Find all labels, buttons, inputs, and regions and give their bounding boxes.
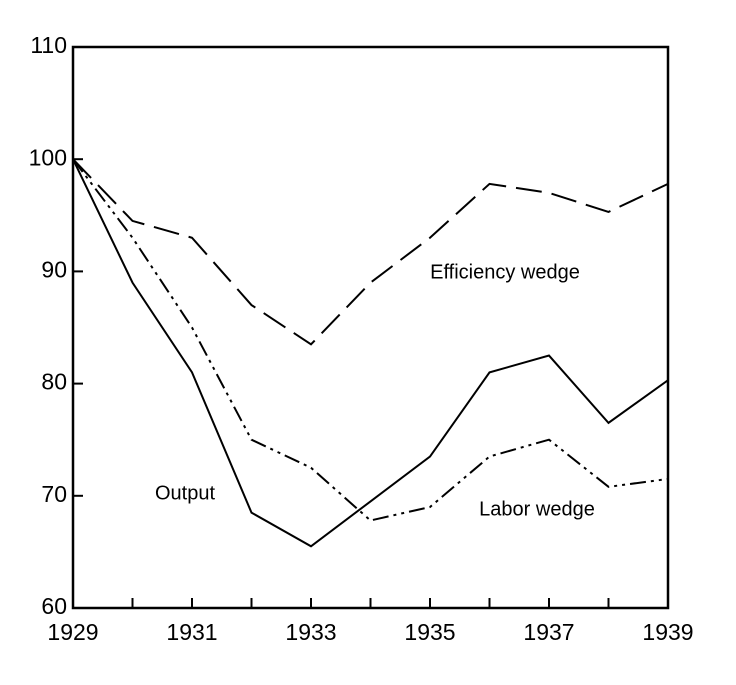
y-tick-label: 60 <box>41 593 67 619</box>
y-tick-label: 90 <box>41 256 67 282</box>
x-tick-label: 1933 <box>285 619 336 645</box>
series-label: Efficiency wedge <box>430 261 580 283</box>
y-tick-label: 80 <box>41 369 67 395</box>
x-tick-label: 1935 <box>404 619 455 645</box>
series-line <box>72 158 669 522</box>
y-tick-label: 100 <box>29 144 67 170</box>
x-tick-label: 1931 <box>166 619 217 645</box>
y-tick-label: 70 <box>41 481 67 507</box>
series-line <box>72 158 669 548</box>
x-tick-label: 1929 <box>47 619 98 645</box>
y-tick-label: 110 <box>30 32 67 58</box>
x-tick-label: 1937 <box>523 619 574 645</box>
x-tick-label: 1939 <box>642 619 693 645</box>
series-label: Output <box>155 482 215 504</box>
series-label: Labor wedge <box>479 498 595 520</box>
series-line <box>72 158 669 346</box>
